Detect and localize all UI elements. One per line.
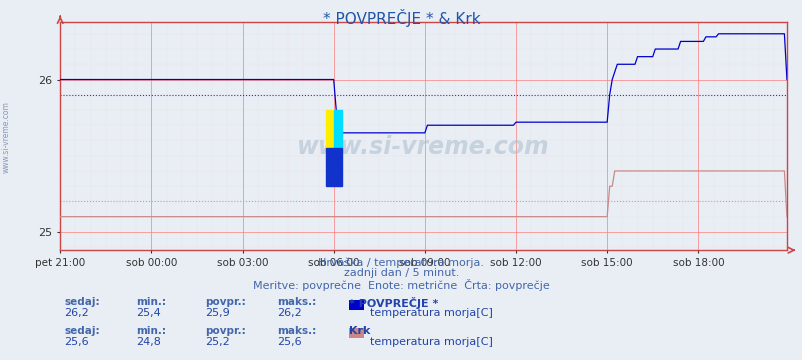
Text: 25,2: 25,2 [205,337,229,347]
Text: 26,2: 26,2 [64,308,89,318]
Text: 25,6: 25,6 [64,337,89,347]
Text: 26,2: 26,2 [277,308,302,318]
Bar [326,110,334,148]
Text: 25,9: 25,9 [205,308,229,318]
Text: 25,6: 25,6 [277,337,302,347]
Text: zadnji dan / 5 minut.: zadnji dan / 5 minut. [343,268,459,278]
Bar [334,110,342,148]
Text: temperatura morja[C]: temperatura morja[C] [370,337,492,347]
Text: min.:: min.: [136,326,166,336]
Text: Krk: Krk [349,326,371,336]
Text: www.si-vreme.com: www.si-vreme.com [297,135,549,159]
Text: www.si-vreme.com: www.si-vreme.com [2,101,11,173]
Text: * POVPREČJE *: * POVPREČJE * [349,297,438,309]
Text: Hrvaška / temperatura morja.: Hrvaška / temperatura morja. [318,257,484,268]
Text: povpr.:: povpr.: [205,297,245,307]
Text: sedaj:: sedaj: [64,326,99,336]
Text: 24,8: 24,8 [136,337,161,347]
Text: maks.:: maks.: [277,326,316,336]
Text: sedaj:: sedaj: [64,297,99,307]
Text: temperatura morja[C]: temperatura morja[C] [370,308,492,318]
Text: 25,4: 25,4 [136,308,161,318]
Text: maks.:: maks.: [277,297,316,307]
Text: Meritve: povprečne  Enote: metrične  Črta: povprečje: Meritve: povprečne Enote: metrične Črta:… [253,279,549,291]
Text: min.:: min.: [136,297,166,307]
Text: povpr.:: povpr.: [205,326,245,336]
Bar [326,148,342,186]
Text: * POVPREČJE * & Krk: * POVPREČJE * & Krk [322,9,480,27]
